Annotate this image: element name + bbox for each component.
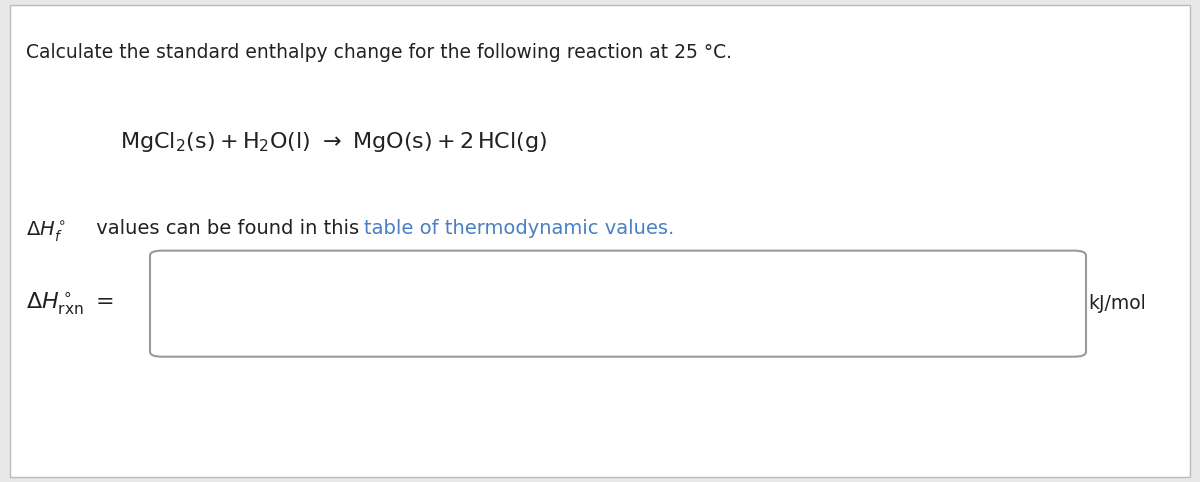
Text: Calculate the standard enthalpy change for the following reaction at 25 °C.: Calculate the standard enthalpy change f… xyxy=(26,43,732,62)
Text: kJ/mol: kJ/mol xyxy=(1088,294,1146,313)
Text: $\mathdefault{MgCl_2(s) + H_2O(l)}\ \mathdefault{\rightarrow}\ \mathdefault{MgO(: $\mathdefault{MgCl_2(s) + H_2O(l)}\ \mat… xyxy=(120,130,547,154)
FancyBboxPatch shape xyxy=(10,5,1190,477)
Text: table of thermodynamic values.: table of thermodynamic values. xyxy=(364,219,674,238)
Text: $\Delta H_{\mathrm{rxn}}^\circ\ =$: $\Delta H_{\mathrm{rxn}}^\circ\ =$ xyxy=(26,290,114,317)
FancyBboxPatch shape xyxy=(150,251,1086,357)
Text: values can be found in this: values can be found in this xyxy=(90,219,365,238)
Text: $\Delta H_f^\circ$: $\Delta H_f^\circ$ xyxy=(26,219,67,244)
